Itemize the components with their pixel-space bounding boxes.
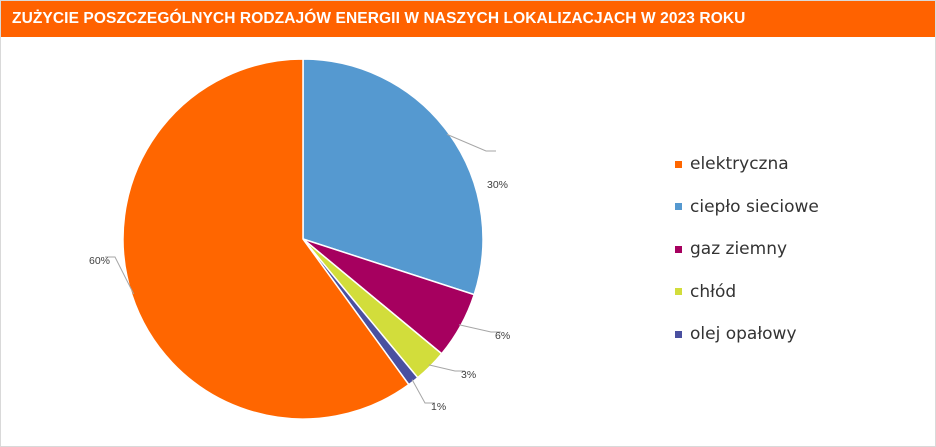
legend-swatch-elektryczna [675,160,682,168]
legend-item-chlod: chłód [675,271,819,314]
legend-swatch-chlod [675,288,682,296]
legend-label-olej-opalowy: olej opałowy [690,324,797,345]
legend-label-cieplo-sieciowe: ciepło sieciowe [690,196,819,217]
data-label-gaz-ziemny: 6% [495,330,510,342]
legend-label-elektryczna: elektryczna [690,154,789,175]
leader-line-gaz-ziemny [458,324,501,333]
data-label-chlod: 3% [461,369,476,381]
leader-line-elektryczna [105,256,135,295]
pie-slice-cieplo-sieciowe [302,58,484,296]
legend-item-olej-opalowy: olej opałowy [675,313,819,356]
pie-labels: 30% 6% 3% 1% 60% [89,133,510,413]
legend-swatch-gaz-ziemny [675,245,682,253]
legend: elektryczna ciepło sieciowe gaz ziemny c… [675,143,819,356]
data-label-olej-opalowy: 1% [431,401,446,413]
legend-item-cieplo-sieciowe: ciepło sieciowe [675,186,819,229]
legend-swatch-cieplo-sieciowe [675,203,682,211]
pie-slice-elektryczna [122,58,410,420]
legend-item-gaz-ziemny: gaz ziemny [675,228,819,271]
legend-item-elektryczna: elektryczna [675,143,819,186]
legend-label-gaz-ziemny: gaz ziemny [690,239,788,260]
pie-slices [122,58,484,420]
data-label-elektryczna: 60% [89,255,110,267]
leader-line-chlod [428,364,465,372]
title-bar: ZUŻYCIE POSZCZEGÓLNYCH RODZAJÓW ENERGII … [1,1,935,37]
pie-chart: 30% 6% 3% 1% 60% [89,58,510,420]
leader-line-olej-opalowy [411,379,435,404]
chart-title: ZUŻYCIE POSZCZEGÓLNYCH RODZAJÓW ENERGII … [12,10,746,27]
data-label-cieplo-sieciowe: 30% [487,179,508,191]
legend-swatch-olej-opalowy [675,330,682,338]
legend-label-chlod: chłód [690,281,737,302]
leader-line-cieplo-sieciowe [446,133,496,152]
